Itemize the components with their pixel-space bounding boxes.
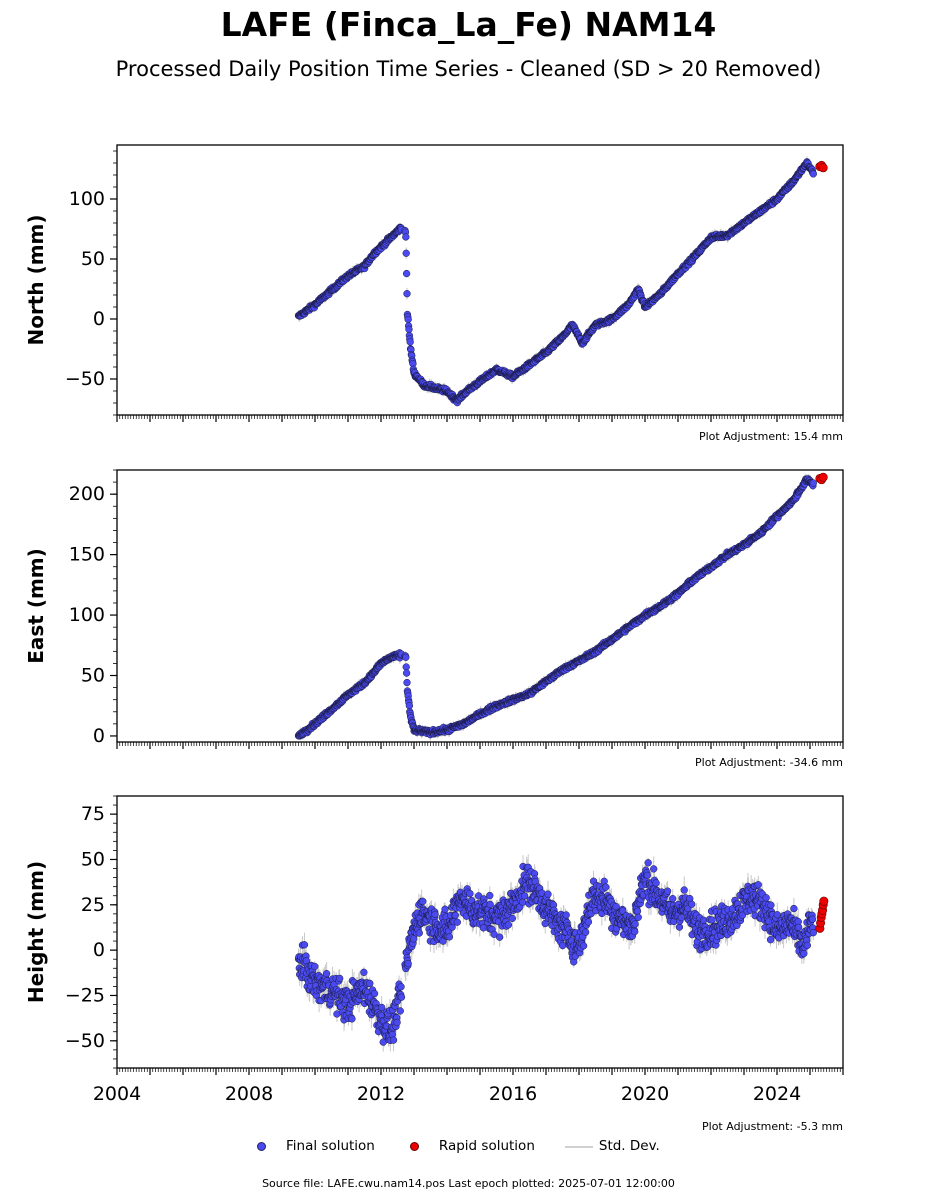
north-ytick-label: 0 [93,308,105,330]
north-ytick-label: 100 [69,188,105,210]
east-ylabel: East (mm) [24,548,48,664]
north-final-point [402,269,411,278]
east-axes-frame [116,469,844,743]
north-final-point [402,233,410,241]
north-rapid-point [818,163,828,173]
north-final-point [405,325,413,334]
north-final-point [402,249,410,257]
east-ytick-label: 100 [69,604,105,626]
east-ytick-label: 150 [69,544,105,566]
east-final-point [402,663,410,671]
north-final-point [404,315,412,324]
north-ytick-label: 50 [81,248,105,270]
north-final-point [406,338,414,346]
chart-subtitle: Processed Daily Position Time Series - C… [0,57,937,81]
east-final-point [402,669,411,677]
east-final-point [402,653,410,661]
east-ytick-label: 0 [93,725,105,747]
north-ytick-label: −50 [65,368,105,390]
east-final-point [405,702,414,710]
east-final-point [403,678,411,687]
north-final-point [809,170,817,178]
chart-title: LAFE (Finca_La_Fe) NAM14 [0,5,937,44]
north-axes-frame [116,144,844,416]
north-series-final [294,156,817,407]
east-series-final [294,473,817,741]
north-final-point [403,290,411,298]
east-ytick-label: 50 [81,665,105,687]
east-ytick-label: 200 [69,483,105,505]
north-ylabel: North (mm) [24,214,48,345]
